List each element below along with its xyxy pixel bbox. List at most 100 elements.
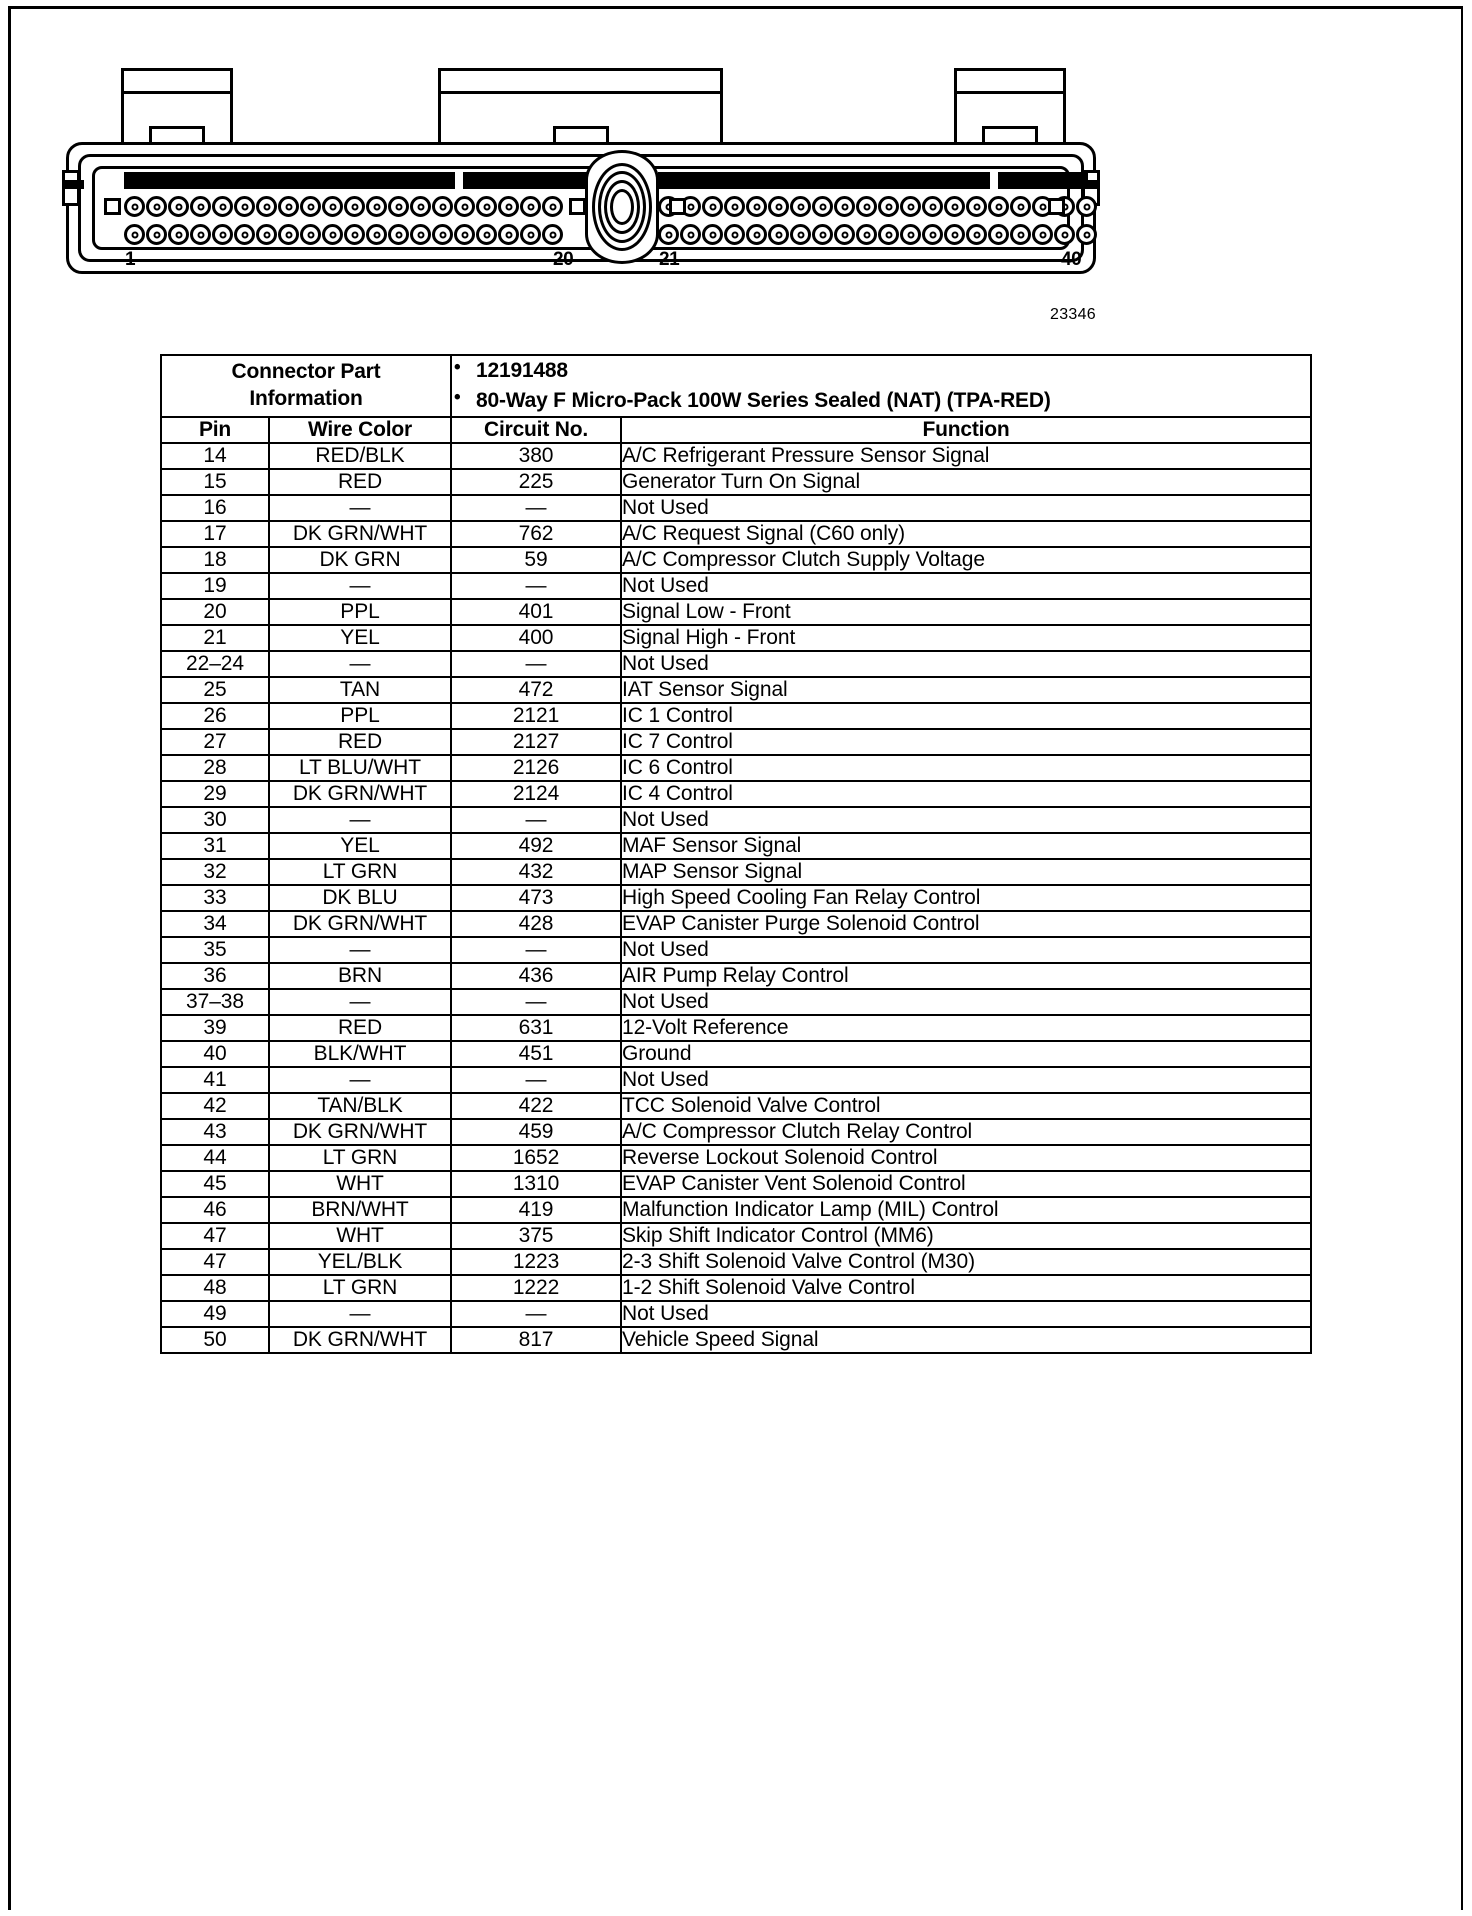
table-row: 45 WHT 1310 EVAP Canister Vent Solenoid Con… <box>159 1169 1313 1198</box>
cell-function: Not Used <box>619 805 1313 834</box>
cell-pin: 42 <box>159 1091 270 1120</box>
cell-circuit-no: — <box>450 805 622 834</box>
cpi-label-line-2: Information <box>249 386 363 410</box>
cell-function: EVAP Canister Purge Solenoid Control <box>619 909 1313 938</box>
table-row: 37–38— — Not Used <box>159 987 1313 1016</box>
connector-pinout-table: Connector Part Information 12191488 80-W… <box>159 354 1313 1354</box>
cell-circuit-no: — <box>450 1065 622 1094</box>
cell-function: IC 4 Control <box>619 779 1313 808</box>
cell-pin: 44 <box>159 1143 270 1172</box>
cell-circuit-no: 631 <box>450 1013 622 1042</box>
cell-wire-color: DK GRN/WHT <box>267 1117 453 1146</box>
cell-function: Ground <box>619 1039 1313 1068</box>
table-header-row: Pin Wire Color Circuit No. Function <box>159 415 1313 444</box>
cell-function: Not Used <box>619 935 1313 964</box>
cell-pin: 41 <box>159 1065 270 1094</box>
cell-function: Not Used <box>619 1065 1313 1094</box>
connector-mounting-tab-left <box>121 68 233 146</box>
cell-circuit-no: 472 <box>450 675 622 704</box>
column-header-function: Function <box>619 415 1313 444</box>
cell-circuit-no: 817 <box>450 1325 622 1354</box>
cell-pin: 49 <box>159 1299 270 1328</box>
connector-seal-bar-4 <box>998 172 1088 189</box>
cell-wire-color: RED/BLK <box>267 441 453 470</box>
pin-number-label-61: 61 <box>659 173 680 194</box>
cell-circuit-no: — <box>450 493 622 522</box>
connector-lock-nub-left <box>569 198 586 215</box>
cell-wire-color: YEL/BLK <box>267 1247 453 1276</box>
cell-pin: 36 <box>159 961 270 990</box>
pin-number-label-60: 60 <box>558 173 579 194</box>
cell-pin: 28 <box>159 753 270 782</box>
table-row: 31 YEL 492 MAF Sensor Signal <box>159 831 1313 860</box>
cell-pin: 39 <box>159 1013 270 1042</box>
cell-function: Signal High - Front <box>619 623 1313 652</box>
cell-function: 2-3 Shift Solenoid Valve Control (M30) <box>619 1247 1313 1276</box>
cell-function: A/C Compressor Clutch Relay Control <box>619 1117 1313 1146</box>
cell-pin: 31 <box>159 831 270 860</box>
column-header-circuit-no: Circuit No. <box>450 415 622 444</box>
cell-circuit-no: — <box>450 571 622 600</box>
cell-circuit-no: 459 <box>450 1117 622 1146</box>
cell-circuit-no: 436 <box>450 961 622 990</box>
table-row: 30— — Not Used <box>159 805 1313 834</box>
cell-function: A/C Request Signal (C60 only) <box>619 519 1313 548</box>
cell-circuit-no: 375 <box>450 1221 622 1250</box>
cell-circuit-no: 419 <box>450 1195 622 1224</box>
connector-lock-nub-right <box>669 198 686 215</box>
table-row: 22–24— — Not Used <box>159 649 1313 678</box>
table-row: 16— — Not Used <box>159 493 1313 522</box>
cell-pin: 16 <box>159 493 270 522</box>
connector-center-keying-boss <box>585 150 659 264</box>
cell-circuit-no: 451 <box>450 1039 622 1068</box>
connector-latch-bar-right <box>1080 180 1100 189</box>
cell-pin: 47 <box>159 1247 270 1276</box>
cell-wire-color: DK GRN <box>267 545 453 574</box>
cell-wire-color: YEL <box>267 623 453 652</box>
connector-seal-bar-3 <box>658 172 990 189</box>
cell-wire-color: — <box>267 987 453 1016</box>
cell-circuit-no: 762 <box>450 519 622 548</box>
table-row: 17 DK GRN/WHT 762 A/C Request Signal (C60 o… <box>159 519 1313 548</box>
cell-wire-color: DK BLU <box>267 883 453 912</box>
cell-wire-color: TAN/BLK <box>267 1091 453 1120</box>
cell-wire-color: LT GRN <box>267 857 453 886</box>
cell-pin: 43 <box>159 1117 270 1146</box>
connector-diagram: 41 60 61 80 1 20 21 40 23346 <box>0 54 1472 354</box>
pin-number-label-40: 40 <box>1061 249 1082 270</box>
cell-function: A/C Refrigerant Pressure Sensor Signal <box>619 441 1313 470</box>
cell-circuit-no: 401 <box>450 597 622 626</box>
table-row: 47 WHT 375 Skip Shift Indicator Control (MM… <box>159 1221 1313 1250</box>
cell-circuit-no: 1222 <box>450 1273 622 1302</box>
cell-pin: 33 <box>159 883 270 912</box>
table-row: 33 DK BLU 473 High Speed Cooling Fan Relay … <box>159 883 1313 912</box>
cell-wire-color: DK GRN/WHT <box>267 779 453 808</box>
connector-seal-bar-1 <box>124 172 455 189</box>
cell-wire-color: TAN <box>267 675 453 704</box>
cell-function: Vehicle Speed Signal <box>619 1325 1313 1354</box>
table-row: 47 YEL/BLK 1223 2-3 Shift Solenoid Valve Co… <box>159 1247 1313 1276</box>
cell-function: Signal Low - Front <box>619 597 1313 626</box>
cell-pin: 29 <box>159 779 270 808</box>
pin-number-label-1: 1 <box>125 249 136 270</box>
table-row: 14 RED/BLK 380 A/C Refrigerant Pressure Sen… <box>159 441 1313 470</box>
cell-wire-color: — <box>267 571 453 600</box>
table-row: 29 DK GRN/WHT 2124 IC 4 Control <box>159 779 1313 808</box>
table-row: 46 BRN/WHT 419 Malfunction Indicator Lamp (… <box>159 1195 1313 1224</box>
cell-function: IAT Sensor Signal <box>619 675 1313 704</box>
table-row: 21 YEL 400 Signal High - Front <box>159 623 1313 652</box>
cell-function: A/C Compressor Clutch Supply Voltage <box>619 545 1313 574</box>
cell-function: MAP Sensor Signal <box>619 857 1313 886</box>
column-header-pin: Pin <box>159 415 270 444</box>
cell-circuit-no: — <box>450 935 622 964</box>
pin-bank-left <box>124 196 563 245</box>
table-row: 25 TAN 472 IAT Sensor Signal <box>159 675 1313 704</box>
table-row: 26 PPL 2121 IC 1 Control <box>159 701 1313 730</box>
cell-circuit-no: 1652 <box>450 1143 622 1172</box>
cell-function: 12-Volt Reference <box>619 1013 1313 1042</box>
connector-part-information-label: Connector Part Information <box>159 354 453 418</box>
cell-circuit-no: 422 <box>450 1091 622 1120</box>
cell-pin: 25 <box>159 675 270 704</box>
cell-wire-color: LT GRN <box>267 1143 453 1172</box>
table-row: 19— — Not Used <box>159 571 1313 600</box>
